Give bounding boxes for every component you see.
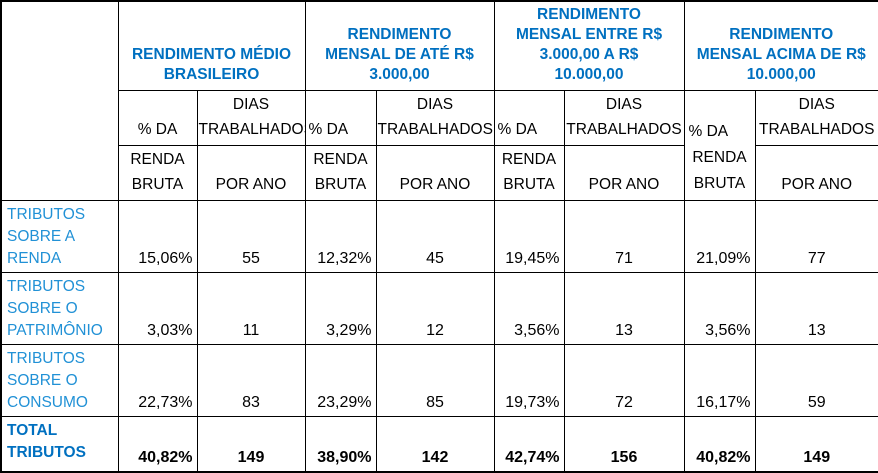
value-cell: 13 [754, 271, 878, 345]
value-cell: 71 [563, 199, 685, 273]
value-cell: 15,06% [117, 199, 198, 273]
value-cell: 3,29% [304, 271, 377, 345]
value-cell: 16,17% [683, 343, 756, 417]
row-label: TRIBUTOS SOBRE O PATRIMÔNIO [0, 271, 119, 345]
subheader-row-top: % DA DIAS TRABALHADOS % DA DIAS TRABALHA… [1, 89, 878, 201]
subheader-row-bottom: RENDA BRUTA POR ANO RENDA BRUTA POR ANO … [1, 144, 878, 201]
value-cell: 55 [196, 199, 306, 273]
value-cell: 42,74% [493, 415, 565, 473]
col-header-por-ano: POR ANO [375, 144, 495, 201]
value-cell: 59 [754, 343, 878, 417]
value-cell: 156 [563, 415, 685, 473]
value-cell: 77 [754, 199, 878, 273]
col-header-dias-trabalhados: DIAS TRABALHADOS [563, 89, 685, 146]
value-cell: 38,90% [304, 415, 377, 473]
row-label-total: TOTAL TRIBUTOS [0, 415, 119, 473]
value-cell: 72 [563, 343, 685, 417]
col-header-renda-bruta: RENDA BRUTA [304, 144, 377, 201]
value-cell: 11 [196, 271, 306, 345]
group-header-rendimento-medio: RENDIMENTO MÉDIO BRASILEIRO [117, 0, 306, 91]
value-cell: 40,82% [117, 415, 198, 473]
value-cell: 3,03% [117, 271, 198, 345]
row-label: TRIBUTOS SOBRE O CONSUMO [0, 343, 119, 417]
col-header-por-ano: POR ANO [563, 144, 685, 201]
group-header-title: RENDIMENTO MENSAL ENTRE R$ 3.000,00 A R$… [515, 5, 663, 83]
col-header-renda-bruta: RENDA BRUTA [117, 144, 198, 201]
group-header-title: RENDIMENTO MÉDIO BRASILEIRO [131, 45, 292, 83]
value-cell: 19,73% [493, 343, 565, 417]
value-cell: 19,45% [493, 199, 565, 273]
value-cell: 85 [375, 343, 495, 417]
col-header-line: BRUTA [693, 174, 746, 192]
col-header-pct-da-renda-bruta: % DA RENDA BRUTA [683, 89, 756, 201]
value-cell: 149 [196, 415, 306, 473]
col-header-por-ano: POR ANO [754, 144, 878, 201]
col-header-pct-da: % DA [493, 89, 565, 146]
value-cell: 40,82% [683, 415, 756, 473]
group-header-entre-3000-10000: RENDIMENTO MENSAL ENTRE R$ 3.000,00 A R$… [493, 0, 685, 91]
value-cell: 22,73% [117, 343, 198, 417]
value-cell: 83 [196, 343, 306, 417]
value-cell: 12,32% [304, 199, 377, 273]
value-cell: 3,56% [683, 271, 756, 345]
col-header-dias-trabalhados: DIAS TRABALHADOS [754, 89, 878, 146]
table-row-tributos-patrimonio: TRIBUTOS SOBRE O PATRIMÔNIO 3,03% 11 3,2… [0, 271, 878, 345]
col-header-line: % DA [688, 122, 729, 140]
value-cell: 3,56% [493, 271, 565, 345]
corner-cell [0, 0, 119, 201]
col-header-dias-trabalhados: DIAS TRABALHADOS [196, 89, 306, 146]
col-header-pct-da: % DA [304, 89, 377, 146]
table-row-tributos-renda: TRIBUTOS SOBRE A RENDA 15,06% 55 12,32% … [0, 199, 878, 273]
col-header-pct-da: % DA [117, 89, 198, 146]
header-group-row: RENDIMENTO MÉDIO BRASILEIRO RENDIMENTO M… [0, 0, 878, 201]
value-cell: 13 [563, 271, 685, 345]
value-cell: 21,09% [683, 199, 756, 273]
table-row-tributos-consumo: TRIBUTOS SOBRE O CONSUMO 22,73% 83 23,29… [0, 343, 878, 417]
group-header-title: RENDIMENTO MENSAL ACIMA DE R$ 10.000,00 [696, 25, 866, 83]
value-cell: 149 [754, 415, 878, 473]
value-cell: 12 [375, 271, 495, 345]
value-cell: 142 [375, 415, 495, 473]
row-label: TRIBUTOS SOBRE A RENDA [0, 199, 119, 273]
group-header-title: RENDIMENTO MENSAL DE ATÉ R$ 3.000,00 [325, 25, 474, 83]
value-cell: 23,29% [304, 343, 377, 417]
col-header-dias-trabalhados: DIAS TRABALHADOS [375, 89, 495, 146]
col-header-line: RENDA [692, 148, 747, 166]
table-row-total-tributos: TOTAL TRIBUTOS 40,82% 149 38,90% 142 42,… [0, 415, 878, 473]
col-header-renda-bruta: RENDA BRUTA [493, 144, 565, 201]
group-header-acima-10000: RENDIMENTO MENSAL ACIMA DE R$ 10.000,00 [683, 0, 878, 91]
group-header-ate-3000: RENDIMENTO MENSAL DE ATÉ R$ 3.000,00 [304, 0, 495, 91]
col-header-por-ano: POR ANO [196, 144, 306, 201]
value-cell: 45 [375, 199, 495, 273]
